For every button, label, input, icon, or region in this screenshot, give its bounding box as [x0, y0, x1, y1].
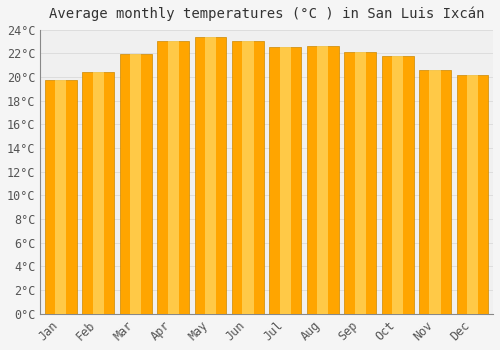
Bar — [456, 75, 488, 314]
Bar — [317, 46, 328, 314]
Bar — [242, 41, 254, 314]
Bar — [56, 80, 66, 314]
Bar — [130, 55, 141, 314]
Bar — [194, 37, 226, 314]
Bar — [120, 55, 152, 314]
Title: Average monthly temperatures (°C ) in San Luis Ixcán: Average monthly temperatures (°C ) in Sa… — [49, 7, 484, 21]
Bar — [467, 75, 478, 314]
Bar — [354, 52, 366, 314]
Bar — [382, 56, 414, 314]
Bar — [232, 41, 264, 314]
Bar — [307, 46, 338, 314]
Bar — [430, 70, 440, 314]
Bar — [82, 72, 114, 314]
Bar — [419, 70, 451, 314]
Bar — [205, 37, 216, 314]
Bar — [92, 72, 104, 314]
Bar — [344, 52, 376, 314]
Bar — [270, 47, 302, 314]
Bar — [157, 41, 189, 314]
Bar — [168, 41, 178, 314]
Bar — [392, 56, 403, 314]
Bar — [45, 80, 77, 314]
Bar — [280, 47, 291, 314]
